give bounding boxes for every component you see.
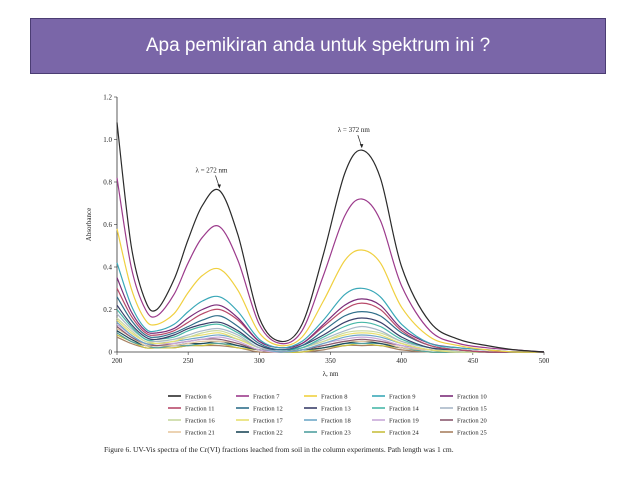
x-tick-label: 200 bbox=[112, 357, 123, 365]
legend-label: Fraction 9 bbox=[389, 393, 416, 400]
x-tick-label: 400 bbox=[396, 357, 407, 365]
legend-label: Fraction 10 bbox=[457, 393, 487, 400]
series-line bbox=[116, 228, 545, 353]
legend-label: Fraction 19 bbox=[389, 417, 419, 424]
legend-label: Fraction 12 bbox=[253, 405, 283, 412]
slide-title-banner: Apa pemikiran anda untuk spektrum ini ? bbox=[30, 18, 606, 74]
legend-label: Fraction 22 bbox=[253, 429, 283, 436]
y-axis-label: Absorbance bbox=[85, 208, 93, 241]
legend-label: Fraction 7 bbox=[253, 393, 280, 400]
series-line bbox=[116, 262, 545, 353]
legend-label: Fraction 13 bbox=[321, 405, 351, 412]
peak-annotation: λ = 372 nm bbox=[338, 126, 371, 134]
annotation-arrowhead bbox=[217, 184, 221, 189]
y-tick-label: 0.2 bbox=[103, 306, 112, 314]
annotation-arrowhead bbox=[359, 144, 364, 149]
legend-label: Fraction 11 bbox=[185, 405, 215, 412]
legend-label: Fraction 16 bbox=[185, 417, 216, 424]
y-tick-label: 0.6 bbox=[103, 221, 112, 229]
legend-label: Fraction 21 bbox=[185, 429, 215, 436]
legend-label: Fraction 6 bbox=[185, 393, 212, 400]
y-tick-label: 0 bbox=[109, 349, 113, 357]
legend-label: Fraction 20 bbox=[457, 417, 487, 424]
legend-label: Fraction 17 bbox=[253, 417, 284, 424]
legend-label: Fraction 23 bbox=[321, 429, 351, 436]
legend-label: Fraction 8 bbox=[321, 393, 348, 400]
series-line bbox=[116, 122, 545, 353]
x-axis-label: λ, nm bbox=[323, 370, 339, 378]
series-line bbox=[116, 177, 545, 353]
legend-label: Fraction 24 bbox=[389, 429, 420, 436]
x-tick-label: 300 bbox=[254, 357, 265, 365]
peak-annotation: λ = 272 nm bbox=[195, 167, 228, 175]
legend-label: Fraction 18 bbox=[321, 417, 351, 424]
x-tick-label: 250 bbox=[183, 357, 194, 365]
legend-label: Fraction 15 bbox=[457, 405, 487, 412]
slide-title: Apa pemikiran anda untuk spektrum ini ? bbox=[145, 35, 491, 56]
y-tick-label: 1.2 bbox=[103, 94, 112, 102]
x-tick-label: 500 bbox=[539, 357, 550, 365]
legend-label: Fraction 25 bbox=[457, 429, 487, 436]
y-tick-label: 1.0 bbox=[103, 136, 112, 144]
y-tick-label: 0.8 bbox=[103, 179, 112, 187]
x-tick-label: 450 bbox=[468, 357, 479, 365]
y-tick-label: 0.4 bbox=[103, 264, 112, 272]
figure-caption: Figure 6. UV-Vis spectra of the Cr(VI) f… bbox=[104, 445, 454, 454]
x-tick-label: 350 bbox=[325, 357, 336, 365]
legend-label: Fraction 14 bbox=[389, 405, 420, 412]
